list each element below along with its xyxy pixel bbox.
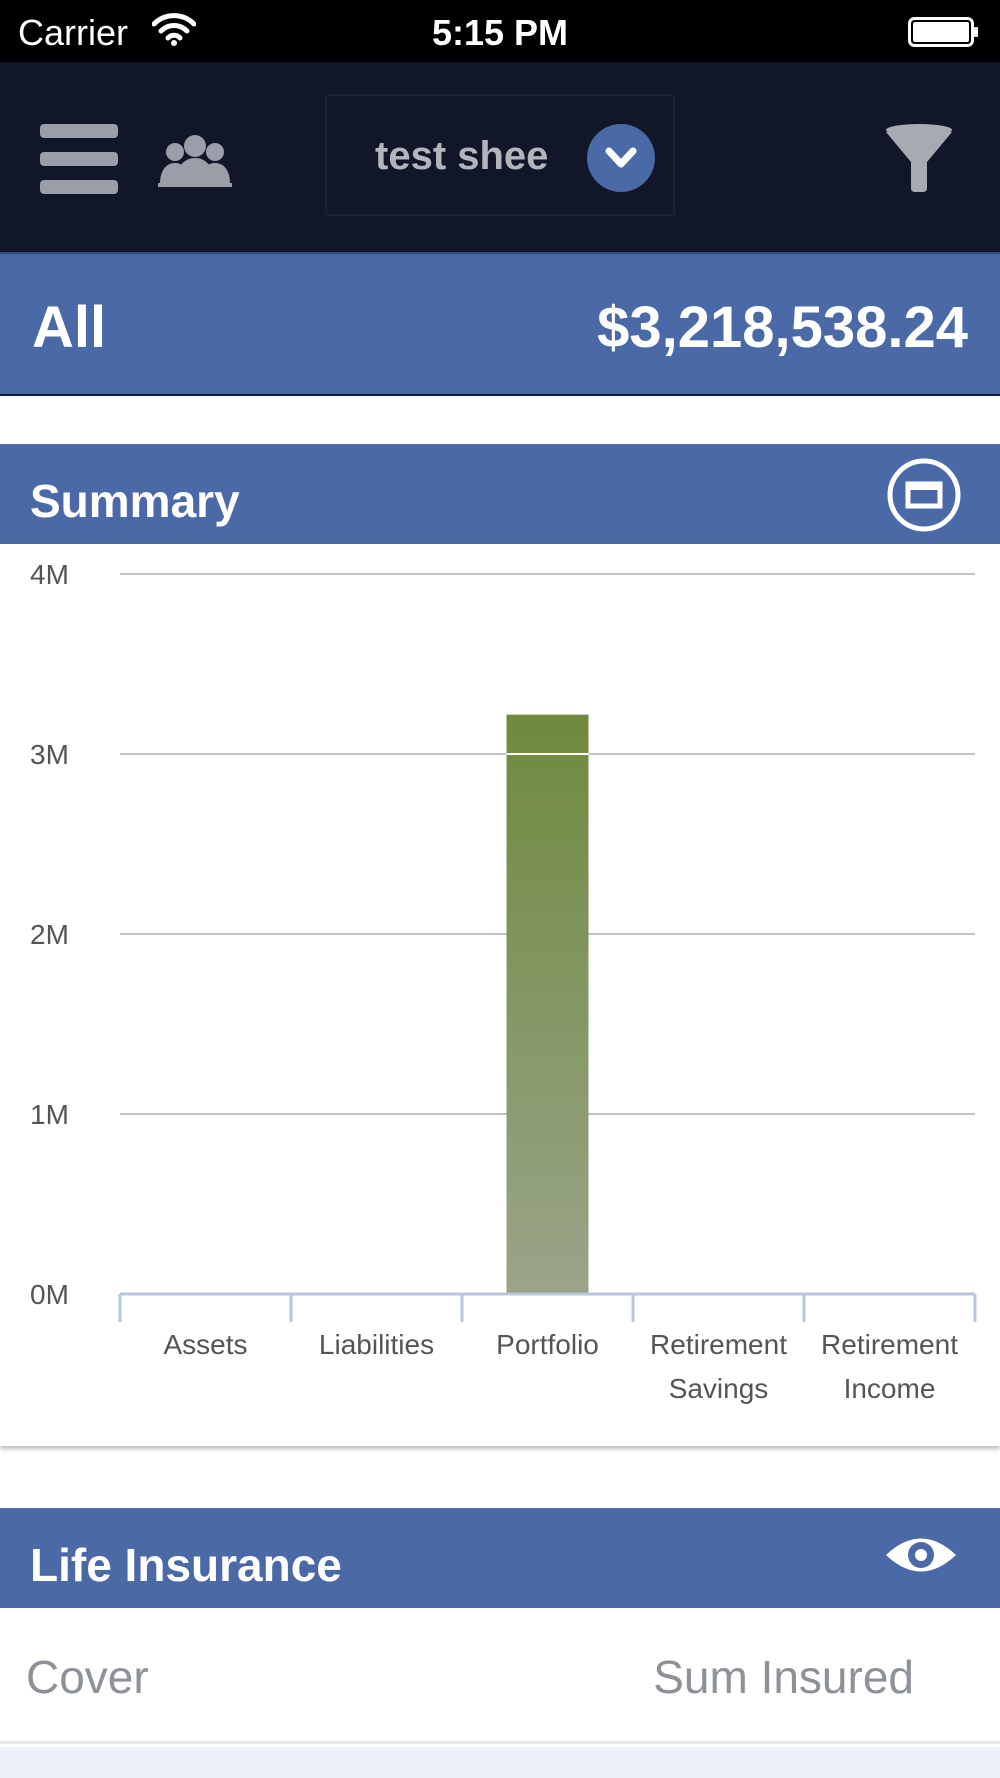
y-tick-label: 4M bbox=[30, 559, 69, 590]
clock: 5:15 PM bbox=[431, 12, 569, 53]
summary-header: Summary bbox=[0, 444, 1000, 544]
summary-chart: 0M 1M 2M 3M 4M Assets Liabilities Portfolio Reti… bbox=[0, 544, 1000, 1446]
summary-title: Summary bbox=[30, 475, 240, 527]
wifi-icon bbox=[152, 13, 196, 46]
y-tick-label: 3M bbox=[30, 739, 69, 770]
summary-chart-svg: 0M 1M 2M 3M 4M Assets Liabilities Portfolio Reti… bbox=[30, 559, 977, 1404]
total-bar: All $3,218,538.24 bbox=[0, 252, 1000, 396]
y-tick-label: 2M bbox=[30, 919, 69, 950]
battery-icon bbox=[908, 17, 978, 47]
life-insurance-header: Life Insurance bbox=[0, 1508, 1000, 1608]
client-selector-label: test shee bbox=[375, 134, 549, 178]
chevron-down-icon[interactable] bbox=[587, 124, 655, 192]
life-insurance-row-strip bbox=[0, 1747, 1000, 1778]
y-tick-label: 0M bbox=[30, 1279, 69, 1310]
status-bar: Carrier 5:15 PM bbox=[0, 0, 1000, 62]
bar-portfolio[interactable] bbox=[506, 714, 589, 1294]
hamburger-menu-icon[interactable] bbox=[40, 124, 118, 194]
life-insurance-column-headers: Cover Sum Insured bbox=[0, 1608, 1000, 1744]
minimize-window-icon[interactable] bbox=[886, 457, 962, 533]
life-insurance-title: Life Insurance bbox=[30, 1539, 342, 1591]
carrier-label: Carrier bbox=[18, 12, 129, 53]
total-label: All bbox=[32, 295, 107, 360]
funnel-icon[interactable] bbox=[882, 122, 956, 194]
x-tick-label: Portfolio bbox=[496, 1329, 599, 1360]
x-tick-label: Retirement bbox=[650, 1329, 787, 1360]
y-tick-label: 1M bbox=[30, 1099, 69, 1130]
x-tick-label: Savings bbox=[669, 1373, 769, 1404]
sum-insured-column-header: Sum Insured bbox=[653, 1651, 914, 1703]
x-tick-label: Income bbox=[844, 1373, 936, 1404]
cover-column-header: Cover bbox=[26, 1651, 149, 1703]
x-tick-label: Retirement bbox=[821, 1329, 958, 1360]
x-tick-label: Liabilities bbox=[319, 1329, 434, 1360]
people-group-icon[interactable] bbox=[156, 132, 234, 188]
x-tick-label: Assets bbox=[163, 1329, 247, 1360]
nav-bar: test shee bbox=[0, 62, 1000, 252]
client-selector[interactable]: test shee bbox=[325, 94, 675, 216]
total-value: $3,218,538.24 bbox=[597, 295, 968, 360]
eye-icon[interactable] bbox=[884, 1530, 958, 1580]
